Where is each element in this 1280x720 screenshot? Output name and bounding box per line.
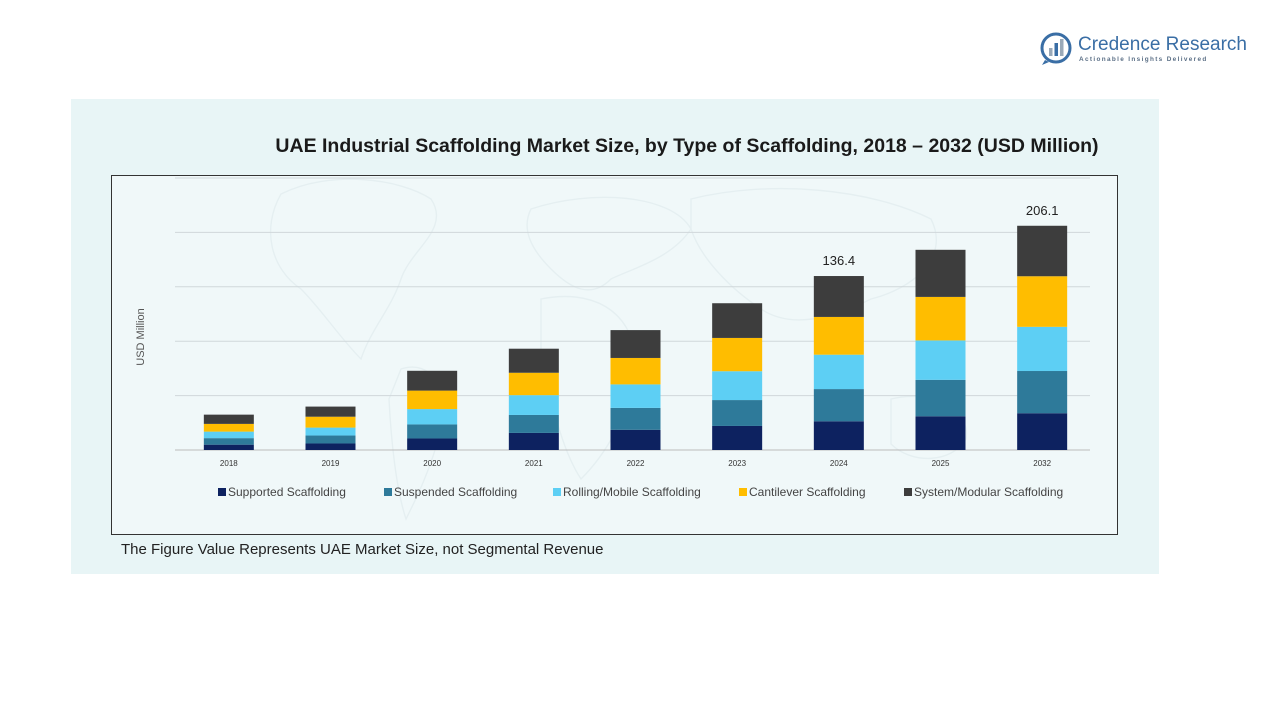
bar-suspended-scaffolding-2032: [1017, 371, 1068, 414]
bar-cantilever-scaffolding-2019: [305, 416, 356, 428]
legend: Supported Scaffolding Suspended Scaffoldi…: [218, 485, 1063, 499]
bar-rolling-mobile-scaffolding-2018: [203, 431, 254, 439]
bar-suspended-scaffolding-2022: [610, 407, 661, 430]
bar-system-modular-scaffolding-2018: [203, 414, 254, 424]
bar-cantilever-scaffolding-2023: [712, 337, 763, 372]
category-tick-labels: 2018 2019 2020 2021 2022 2023 2024 2025 2032: [220, 459, 1052, 468]
x-tick-label: 2024: [830, 459, 848, 468]
bar-supported-scaffolding-2024: [813, 421, 864, 450]
bar-suspended-scaffolding-2025: [915, 379, 966, 417]
bar-supported-scaffolding-2018: [203, 444, 254, 450]
x-tick-label: 2022: [627, 459, 645, 468]
total-label: 136.4: [823, 253, 856, 268]
bar-suspended-scaffolding-2021: [508, 414, 559, 433]
bar-cantilever-scaffolding-2018: [203, 423, 254, 432]
x-tick-label: 2032: [1033, 459, 1051, 468]
x-tick-label: 2025: [932, 459, 950, 468]
bar-system-modular-scaffolding-2032: [1017, 225, 1068, 277]
chart-title: UAE Industrial Scaffolding Market Size, …: [275, 135, 1099, 157]
legend-label: Suspended Scaffolding: [394, 485, 517, 499]
x-tick-label: 2018: [220, 459, 238, 468]
bar-cantilever-scaffolding-2025: [915, 296, 966, 341]
total-label: 206.1: [1026, 203, 1059, 218]
bar-rolling-mobile-scaffolding-2019: [305, 427, 356, 436]
bar-cantilever-scaffolding-2032: [1017, 276, 1068, 327]
logo-name: Credence Research: [1078, 34, 1247, 55]
bar-supported-scaffolding-2032: [1017, 413, 1068, 450]
bar-cantilever-scaffolding-2024: [813, 316, 864, 355]
bar-cantilever-scaffolding-2022: [610, 357, 661, 385]
logo-bars-icon: [1040, 32, 1072, 65]
bar-suspended-scaffolding-2024: [813, 389, 864, 422]
bar-rolling-mobile-scaffolding-2021: [508, 395, 559, 415]
data-labels: 136.4 206.1: [823, 203, 1059, 268]
legend-swatch: [218, 488, 226, 496]
bar-system-modular-scaffolding-2023: [712, 303, 763, 338]
bar-supported-scaffolding-2023: [712, 425, 763, 450]
bar-suspended-scaffolding-2018: [203, 438, 254, 445]
bar-rolling-mobile-scaffolding-2032: [1017, 326, 1068, 372]
credence-research-logo: Credence Research Actionable Insights De…: [1040, 32, 1255, 68]
legend-label: System/Modular Scaffolding: [914, 485, 1063, 499]
bar-suspended-scaffolding-2019: [305, 435, 356, 444]
bar-cantilever-scaffolding-2020: [407, 390, 458, 410]
bar-rolling-mobile-scaffolding-2022: [610, 384, 661, 408]
footnote: The Figure Value Represents UAE Market S…: [121, 541, 604, 558]
bar-supported-scaffolding-2022: [610, 429, 661, 450]
bar-supported-scaffolding-2019: [305, 443, 356, 450]
bar-supported-scaffolding-2021: [508, 432, 559, 450]
bar-suspended-scaffolding-2020: [407, 424, 458, 439]
y-axis-label: USD Million: [135, 308, 147, 365]
legend-swatch: [553, 488, 561, 496]
bar-cantilever-scaffolding-2021: [508, 372, 559, 396]
legend-swatch: [904, 488, 912, 496]
bar-rolling-mobile-scaffolding-2023: [712, 371, 763, 401]
legend-label: Supported Scaffolding: [228, 485, 346, 499]
x-tick-label: 2021: [525, 459, 543, 468]
x-tick-label: 2019: [322, 459, 340, 468]
bar-supported-scaffolding-2020: [407, 438, 458, 450]
bar-suspended-scaffolding-2023: [712, 400, 763, 426]
legend-swatch: [739, 488, 747, 496]
bar-system-modular-scaffolding-2022: [610, 330, 661, 358]
bar-rolling-mobile-scaffolding-2025: [915, 340, 966, 380]
x-tick-label: 2023: [728, 459, 746, 468]
bar-system-modular-scaffolding-2019: [305, 406, 356, 417]
legend-label: Cantilever Scaffolding: [749, 485, 866, 499]
bars: [203, 225, 1068, 450]
logo-tagline: Actionable Insights Delivered: [1079, 56, 1208, 63]
bar-supported-scaffolding-2025: [915, 416, 966, 450]
legend-swatch: [384, 488, 392, 496]
bar-rolling-mobile-scaffolding-2020: [407, 409, 458, 425]
bar-system-modular-scaffolding-2020: [407, 370, 458, 391]
bar-system-modular-scaffolding-2021: [508, 348, 559, 373]
bar-rolling-mobile-scaffolding-2024: [813, 354, 864, 390]
bar-system-modular-scaffolding-2024: [813, 276, 864, 317]
legend-label: Rolling/Mobile Scaffolding: [563, 485, 701, 499]
bar-system-modular-scaffolding-2025: [915, 249, 966, 297]
x-tick-label: 2020: [423, 459, 441, 468]
